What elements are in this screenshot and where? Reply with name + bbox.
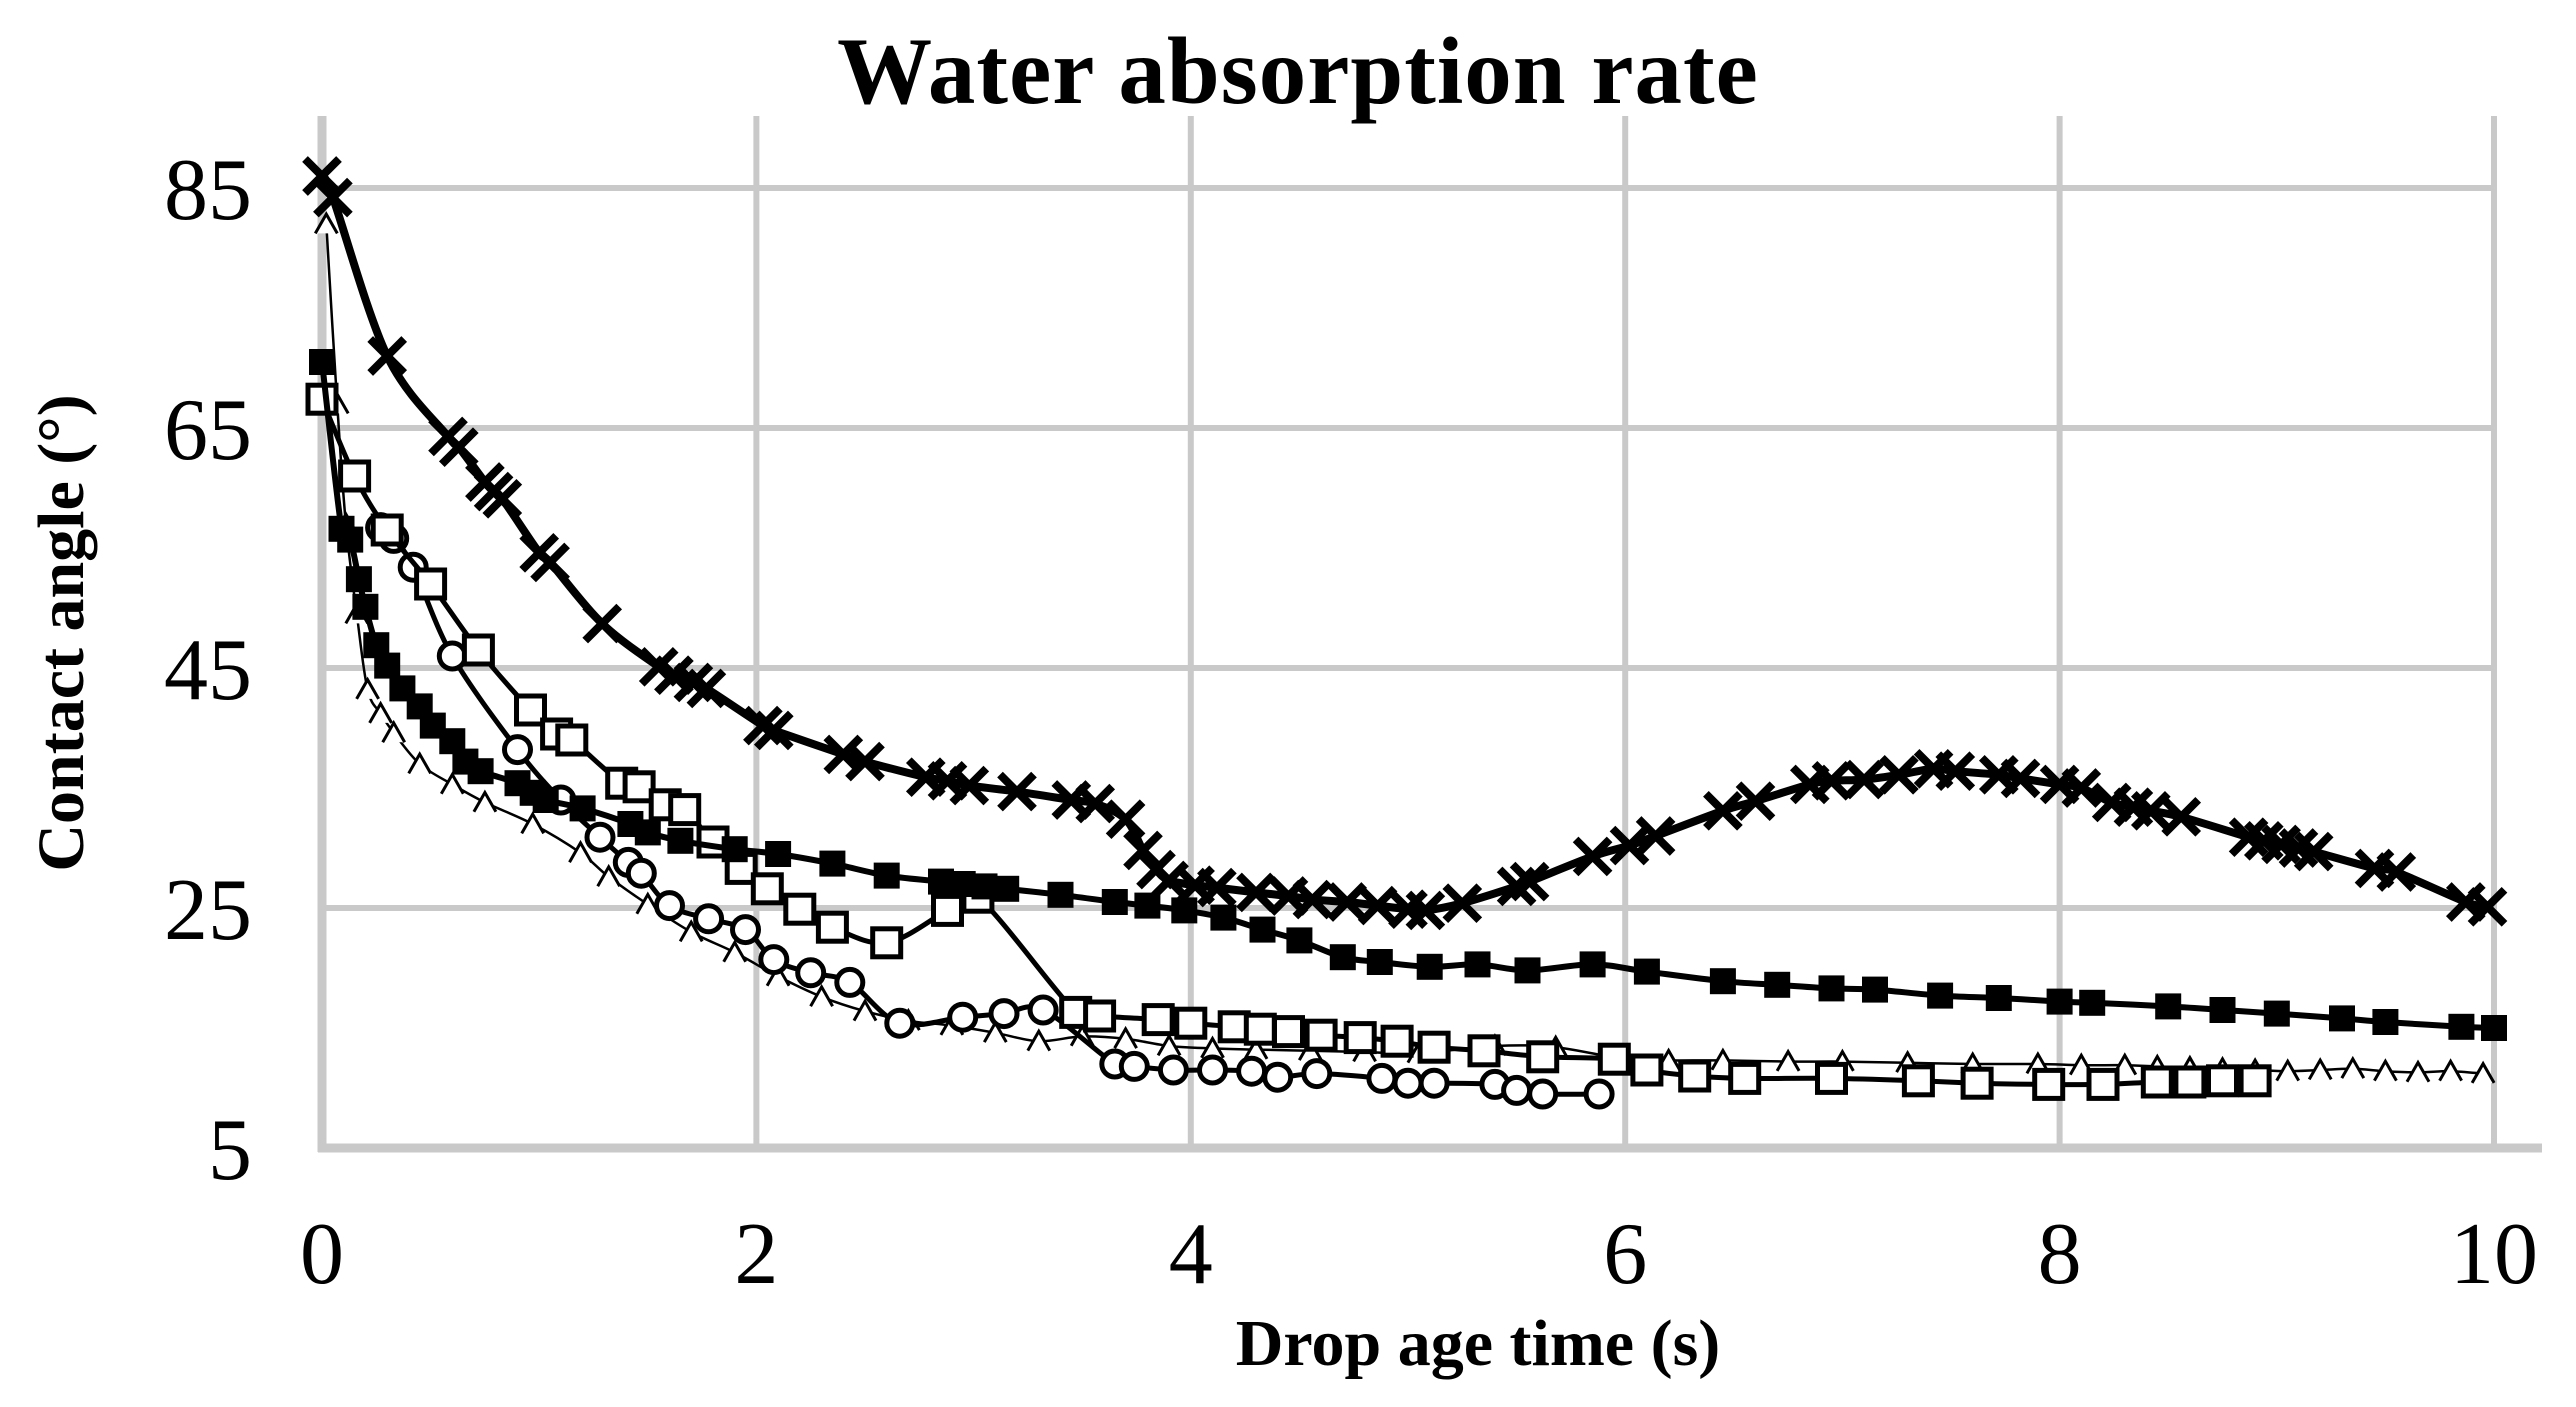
x-tick-label: 10	[2450, 1206, 2538, 1303]
x-tick-label: 4	[1169, 1206, 1213, 1303]
x-tick-label: 2	[734, 1206, 778, 1303]
series-cross-bold	[302, 156, 2508, 931]
axes	[317, 116, 2542, 1153]
y-tick-label: 45	[164, 622, 252, 719]
y-tick-label: 25	[164, 862, 252, 959]
axis-tick-labels: 85 65 45 25 50 2 4 6 8 10	[164, 142, 2538, 1303]
x-tick-label: 6	[1603, 1206, 1647, 1303]
series-cross-bold-line	[318, 172, 2492, 915]
x-tick-label: 0	[300, 1206, 344, 1303]
series-cross-bold-markers	[302, 156, 2508, 931]
series-open-circle-markers	[365, 512, 1615, 1110]
series-filled-square	[309, 349, 2507, 1041]
series-filled-square-markers	[309, 349, 2507, 1041]
y-tick-label: 65	[164, 382, 252, 479]
y-tick-label: 85	[164, 142, 252, 239]
y-axis-label: Contact angle (°)	[25, 394, 98, 872]
series-open-circle	[365, 512, 1615, 1110]
y-tick-label: 5	[208, 1102, 252, 1199]
chart-title: Water absorption rate	[837, 18, 1759, 124]
x-axis-label: Drop age time (s)	[1235, 1307, 1721, 1380]
x-tick-label: 8	[2038, 1206, 2082, 1303]
